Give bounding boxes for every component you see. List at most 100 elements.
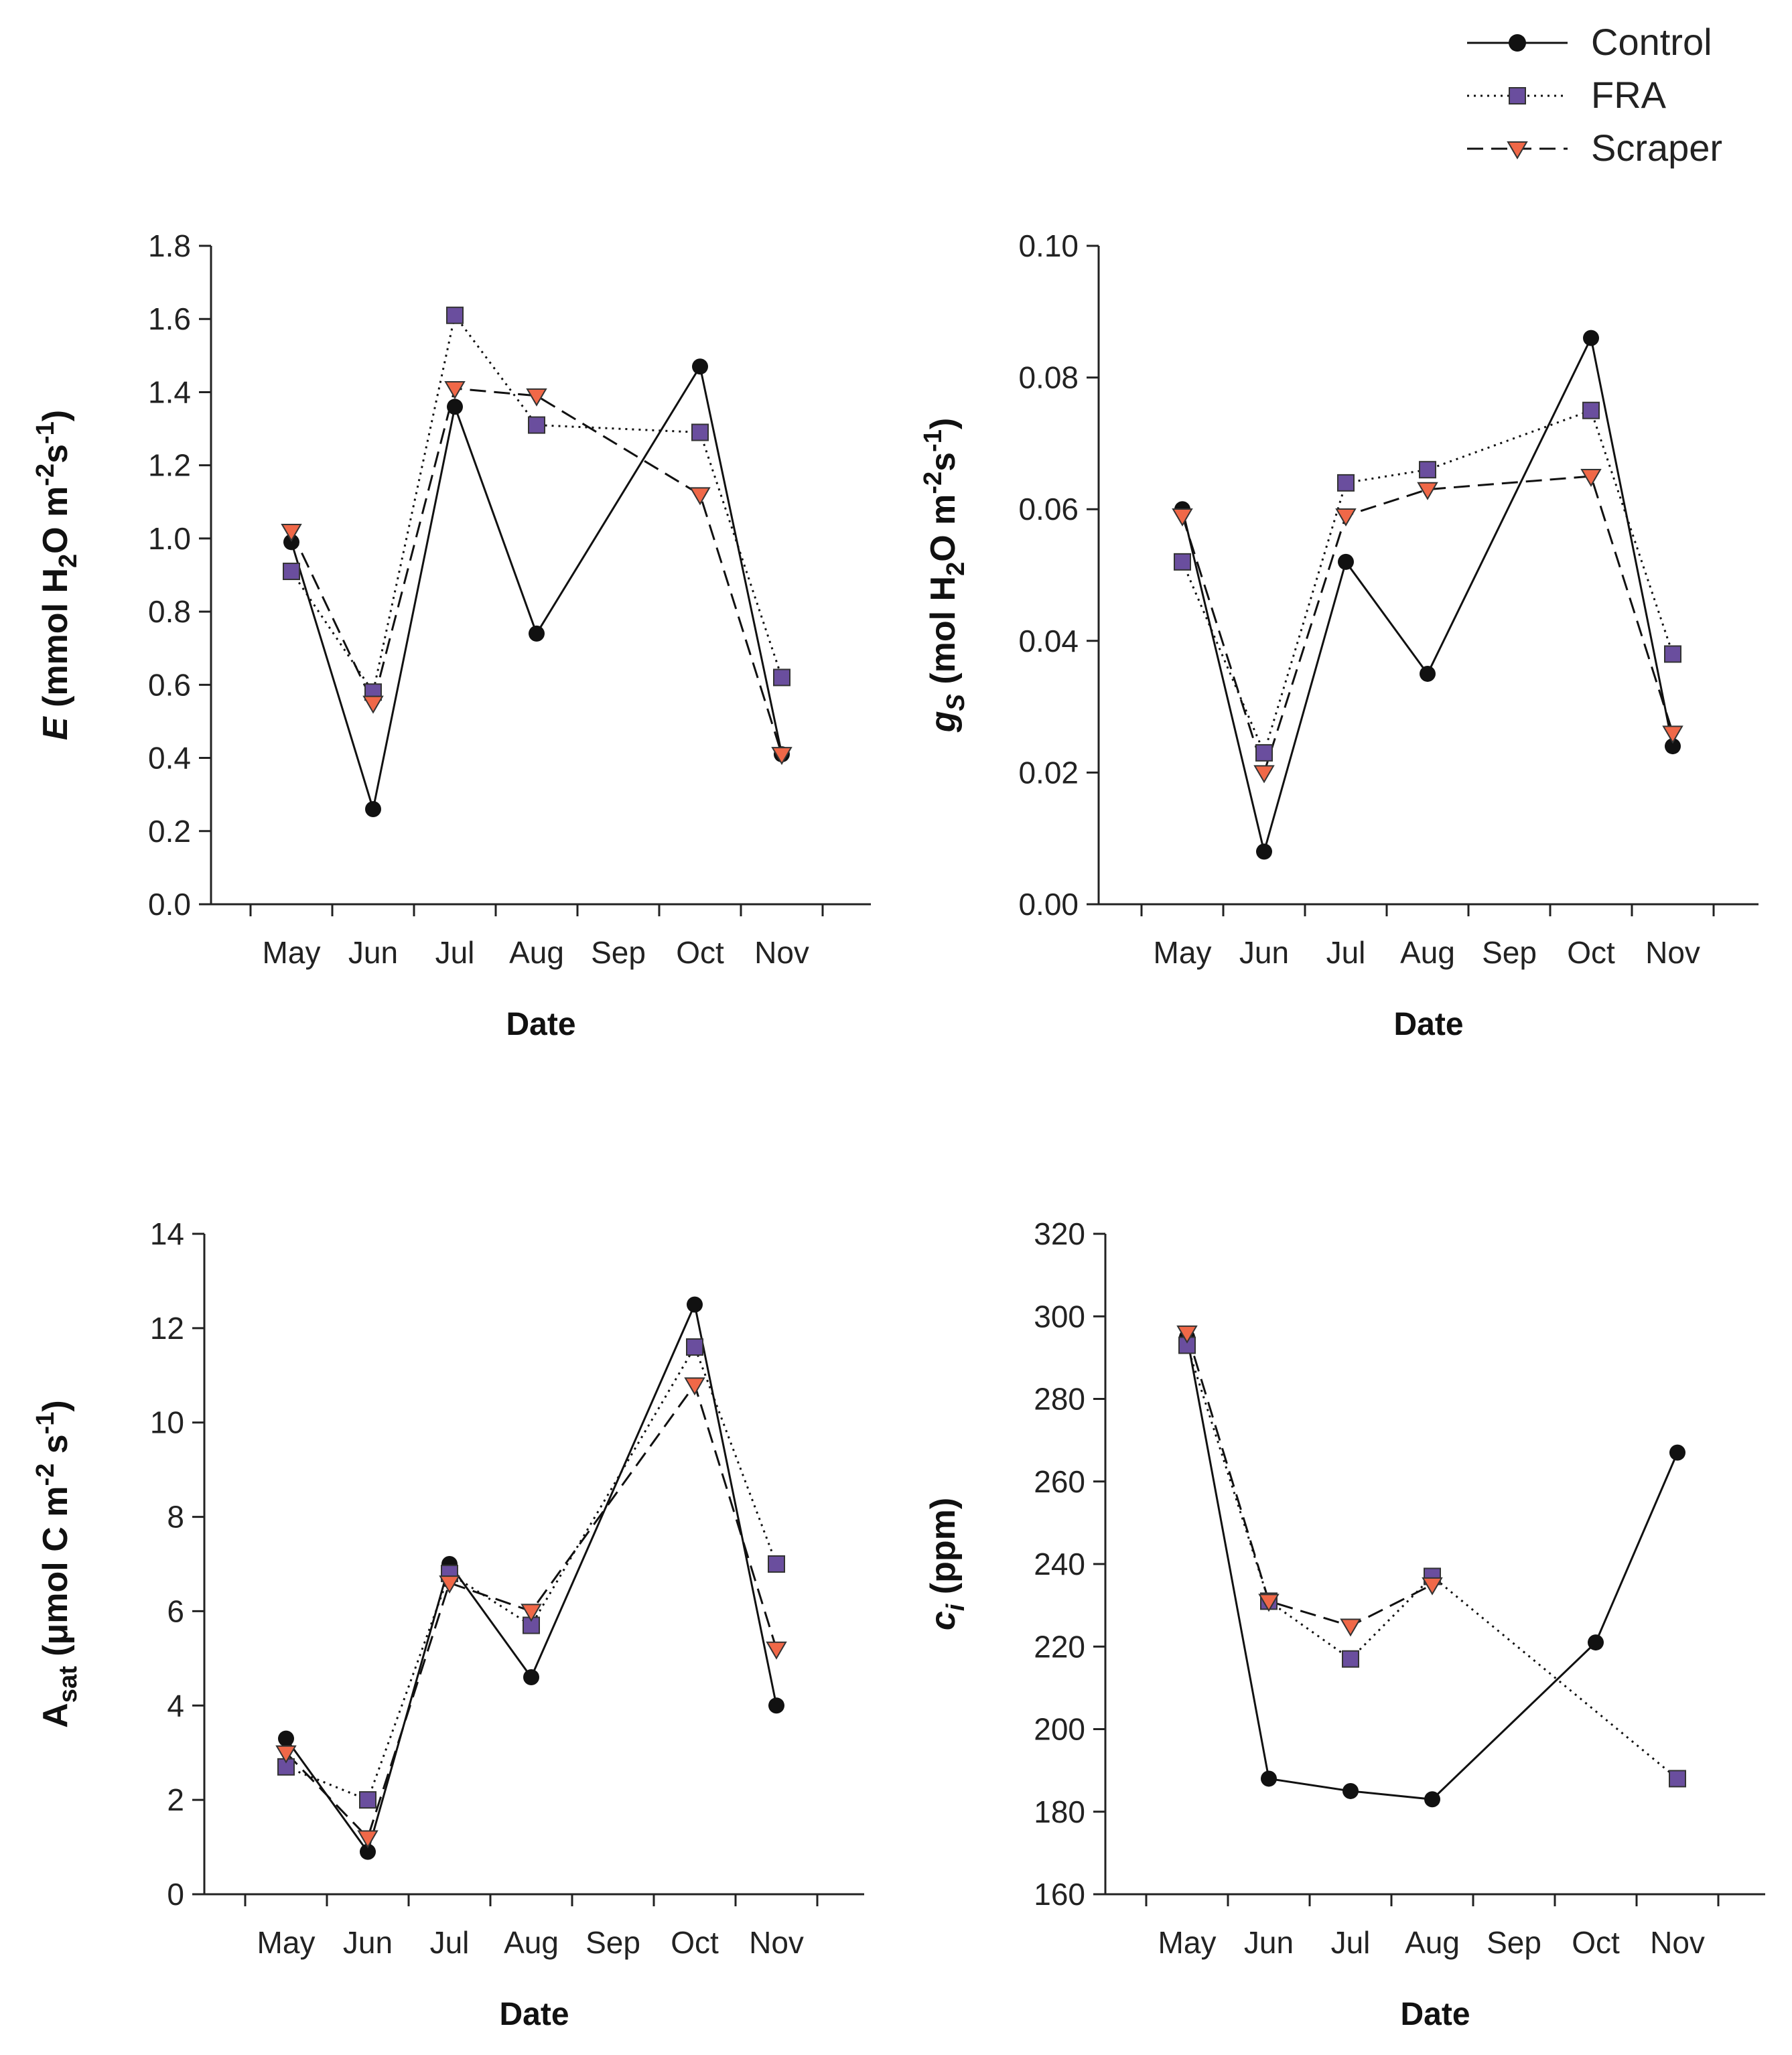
data-point-scraper [521,1604,542,1622]
series-line-scraper [1186,1332,1433,1628]
data-point-scraper [1580,469,1602,488]
y-tick-label: 0.04 [1018,624,1079,658]
x-tick-label: Jul [1326,935,1366,970]
data-point-control [360,1843,376,1860]
x-tick-label: Jul [430,1925,470,1960]
data-point-control [365,801,381,818]
data-point-scraper [1253,765,1275,784]
x-tick-label: Nov [1645,935,1700,970]
data-point-fra [768,1555,785,1573]
data-point-control [529,625,545,642]
x-tick-label: May [263,935,321,970]
x-tick-label: Nov [754,935,809,970]
data-point-scraper [1172,508,1193,527]
x-tick-label: May [1154,935,1212,970]
data-point-fra [359,1791,376,1809]
data-point-fra [1664,645,1681,663]
data-point-scraper [1662,725,1683,744]
data-point-scraper [684,1377,705,1396]
chart-panel-gs: 0.00 0.02 0.04 0.06 0.08 0.10 May Jun Jul Aug Sep O… [919,228,1759,1042]
data-point-control [1424,1791,1440,1808]
data-point-fra [1582,401,1600,419]
data-point-control [523,1669,539,1686]
x-axis-title: Date [506,1007,575,1042]
y-tick-label: 1.8 [148,228,191,263]
data-point-fra [283,563,300,581]
data-point-control [1256,843,1272,860]
y-tick-label: 0.6 [148,667,191,702]
data-point-control [1588,1634,1604,1651]
data-point-scraper [439,1575,460,1594]
data-point-scraper [362,695,384,714]
data-point-control [1342,1782,1359,1799]
data-point-fra [1255,743,1273,762]
data-point-control [1338,553,1354,570]
data-point-fra [528,416,545,434]
y-tick-label: 280 [1034,1382,1085,1417]
data-point-scraper [1422,1577,1443,1596]
series-line-control [285,1301,778,1855]
x-tick-label: May [257,1925,316,1960]
x-tick-label: Jul [1331,1925,1371,1960]
data-point-fra [446,306,464,324]
y-tick-label: 10 [150,1405,184,1440]
y-tick-label: 12 [150,1311,184,1346]
legend-entry-fra: FRA [1467,74,1667,116]
series-line-fra [1186,1344,1678,1780]
series-line-control [1181,334,1674,856]
data-point-scraper [526,388,547,407]
data-point-scraper [1258,1593,1280,1612]
y-tick-label: 0.0 [148,887,191,922]
data-point-scraper [281,523,302,542]
x-tick-label: Aug [504,1925,559,1960]
legend-label-fra: FRA [1591,74,1667,116]
y-tick-label: 4 [167,1688,184,1723]
y-tick-label: 0 [167,1877,184,1912]
y-tick-label: 1.2 [148,448,191,483]
data-point-fra [1669,1770,1686,1788]
series-line-scraper [1181,475,1674,776]
series-line-control [1186,1336,1679,1800]
y-tick-label: 0.06 [1018,492,1079,526]
data-point-control [1261,1770,1277,1787]
y-tick-label: 160 [1034,1877,1085,1912]
x-tick-label: Sep [1482,935,1537,970]
data-point-fra [1419,461,1436,479]
data-point-scraper [689,487,711,506]
y-tick-label: 1.0 [148,521,191,556]
data-point-scraper [444,380,466,399]
data-point-control [1420,665,1436,682]
data-point-fra [1178,1336,1196,1354]
y-tick-label: 0.00 [1018,887,1079,922]
data-point-fra [1174,553,1191,571]
x-tick-label: Aug [1400,935,1455,970]
data-point-fra [691,423,709,441]
x-axis-title: Date [1393,1007,1463,1042]
x-axis-title: Date [1400,1997,1470,2032]
series-line-scraper [290,387,783,755]
series-line-control [290,364,783,810]
x-tick-label: Sep [585,1925,640,1960]
y-tick-label: 1.4 [148,374,191,409]
data-point-control [1583,330,1599,346]
data-point-control [1665,738,1681,755]
x-tick-label: Oct [1572,1925,1620,1960]
y-axis-title: ci​ (ppm) [924,1498,970,1630]
legend-entry-control: Control [1467,21,1712,63]
data-point-fra [1337,474,1355,492]
x-tick-label: Jun [1239,935,1289,970]
y-tick-label: 1.6 [148,301,191,336]
y-tick-label: 0.10 [1018,228,1079,263]
x-tick-label: Jun [343,1925,393,1960]
data-point-scraper [357,1830,378,1849]
data-point-scraper [771,747,792,766]
legend-label-scraper: Scraper [1591,127,1722,169]
y-tick-label: 2 [167,1782,184,1817]
chart-panel-e: 0.0 0.2 0.4 0.6 0.8 1.0 1.2 1.4 1.6 1.8 May Jun Jul A… [31,228,871,1042]
data-point-control [1669,1444,1685,1461]
y-axis-title: Asat​ (μmol C m-2​ s-1​) [31,1400,82,1728]
data-point-scraper [1335,508,1357,527]
y-tick-label: 0.08 [1018,360,1079,395]
x-tick-label: Sep [1487,1925,1541,1960]
x-tick-label: Jun [1244,1925,1294,1960]
